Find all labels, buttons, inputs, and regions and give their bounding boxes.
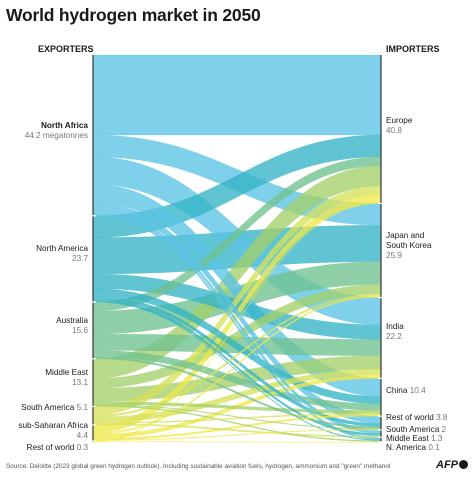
importer-name-line2: South Korea (386, 241, 432, 250)
exporter-label-north-america: North America 23.7 (36, 244, 88, 264)
exporter-label-rest-of-world: Rest of world 0.3 (27, 443, 88, 453)
exporter-value: 0.3 (76, 443, 88, 452)
importer-value: 22.2 (386, 332, 402, 341)
flow-ribbon (92, 441, 382, 443)
importer-value: 10.4 (409, 386, 426, 395)
exporter-label-middle-east: Middle East 13.1 (45, 368, 88, 388)
logo-text: AFP (436, 459, 458, 471)
importer-value: 25.9 (386, 251, 402, 260)
exporter-name: sub-Saharan Africa (18, 421, 88, 430)
importer-name: Rest of world (386, 413, 434, 422)
exporters-heading: EXPORTERS (38, 44, 94, 54)
exporter-value: 44.2 megatonnes (24, 131, 88, 140)
exporter-name: Rest of world (26, 443, 75, 452)
importer-label-middle-east: Middle East 1.3 (386, 434, 442, 444)
importer-label-china: China 10.4 (386, 386, 426, 396)
importer-value: 0.1 (428, 443, 440, 452)
importer-label-japan-south-korea: Japan and South Korea 25.9 (386, 231, 432, 261)
importer-name: India (386, 322, 404, 331)
importer-name: China (386, 386, 408, 395)
exporter-value: 23.7 (72, 254, 88, 263)
importers-heading: IMPORTERS (386, 44, 440, 54)
importer-label-rest-of-world: Rest of world 3.8 (386, 413, 447, 423)
importer-label-europe: Europe 40.8 (386, 116, 412, 136)
exporter-value: 13.1 (72, 378, 88, 387)
importer-value: 3.8 (436, 413, 448, 422)
importer-name-line1: Japan and (386, 231, 425, 240)
exporter-name: North Africa (40, 121, 88, 130)
importer-label-india: India 22.2 (386, 322, 404, 342)
exporter-value: 15.6 (72, 326, 88, 335)
exporter-value: 5.1 (76, 403, 88, 412)
importer-name: Europe (386, 116, 413, 125)
importer-label-n-america: N. America 0.1 (386, 443, 440, 453)
exporter-name: Middle East (45, 368, 88, 377)
flow-ribbon (92, 54, 382, 136)
exporter-label-sub-saharan-africa: sub-Saharan Africa 4.4 (18, 421, 88, 441)
exporter-name: South America (21, 403, 75, 412)
importer-value: 2 (441, 425, 447, 434)
afp-logo: AFP (436, 459, 468, 471)
importer-value: 40.8 (386, 126, 402, 135)
exporter-name: Australia (56, 316, 88, 325)
importer-value: 1.3 (431, 434, 443, 443)
exporter-value: 4.4 (76, 431, 88, 440)
exporter-label-australia: Australia 15.6 (56, 316, 88, 336)
exporter-label-south-america: South America 5.1 (21, 403, 88, 413)
exporter-name: North America (36, 244, 88, 253)
importer-label-south-america: South America 2 (386, 425, 446, 435)
importer-name: South America (386, 425, 440, 434)
importer-name: N. America (386, 443, 427, 452)
chart-title: World hydrogen market in 2050 (6, 5, 261, 25)
exporter-label-north-africa: North Africa 44.2 megatonnes (25, 121, 88, 141)
logo-dot-icon (459, 460, 468, 469)
source-note: Source: Deloitte (2023 global green hydr… (6, 463, 391, 470)
importer-name: Middle East (386, 434, 429, 443)
